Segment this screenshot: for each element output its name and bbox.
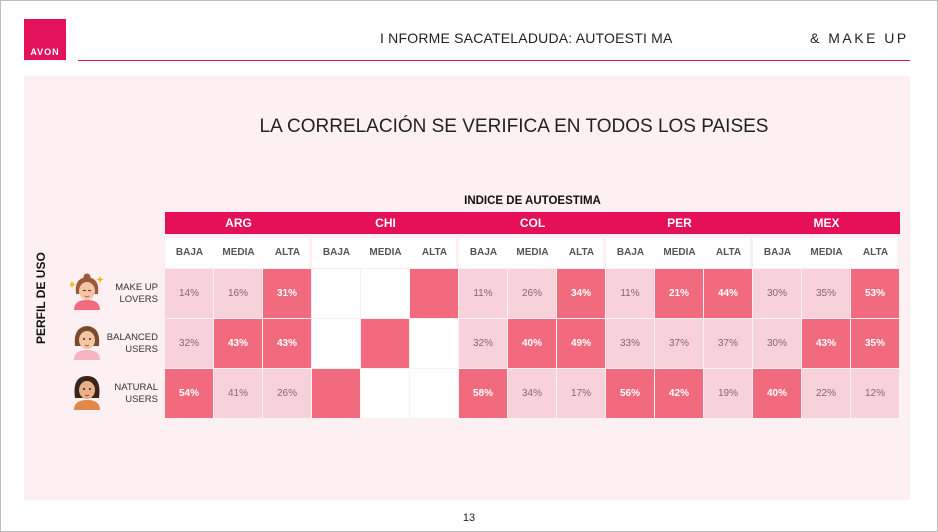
page-number: 13 [462,512,476,524]
natural-user-avatar-icon [74,376,100,410]
level-header-alta: ALTA [715,247,742,258]
level-header-baja: BAJA [322,247,351,258]
table-cell: 53% [851,269,899,318]
table-cell: 43% [263,319,311,368]
table-cell: 40% [508,319,556,368]
slide-headline: LA CORRELACIÓN SE VERIFICA EN TODOS LOS … [259,116,769,137]
table-cell: 37% [704,319,752,368]
level-header-media: MEDIA [810,247,843,258]
table-cell: 56% [606,369,654,418]
table-cell: 49% [557,319,605,368]
level-header-background [606,238,750,268]
level-header-background [753,238,897,268]
level-header-alta: ALTA [274,247,301,258]
table-cell: 34% [557,269,605,318]
table-cell [410,369,458,418]
table-cell: 26% [263,369,311,418]
table-cell: 30% [753,269,801,318]
table-cell: 44% [704,269,752,318]
table-cell: 32% [459,319,507,368]
avon-logo: AVON [24,19,66,60]
table-cell: 26% [508,269,556,318]
table-cell: 43% [214,319,262,368]
country-header-col: COL [459,212,606,234]
table-cell: 17% [557,369,605,418]
table-cell: 19% [704,369,752,418]
balanced-user-avatar-icon [74,326,100,360]
table-cell: 37% [655,319,703,368]
level-header-baja: BAJA [616,247,645,258]
table-cell: 21% [655,269,703,318]
table-cell: 35% [851,319,899,368]
profile-label-line: MAKE UP [115,282,158,293]
level-header-alta: ALTA [421,247,448,258]
level-header-alta: ALTA [862,247,889,258]
profile-label-line: LOVERS [119,294,158,305]
level-header-media: MEDIA [369,247,402,258]
table-cell [410,269,458,318]
level-header-alta: ALTA [568,247,595,258]
country-header-per: PER [606,212,753,234]
level-header-media: MEDIA [663,247,696,258]
profile-label-line: NATURAL [114,382,158,393]
table-cell: 12% [851,369,899,418]
table-cell: 54% [165,369,213,418]
table-cell: 42% [655,369,703,418]
table-cell: 58% [459,369,507,418]
table-cell: 31% [263,269,311,318]
table-cell: 34% [508,369,556,418]
table-cell: 11% [606,269,654,318]
table-cell: 30% [753,319,801,368]
level-header-baja: BAJA [763,247,792,258]
profile-label-line: BALANCED [106,332,158,343]
table-cell [361,369,409,418]
table-cell: 35% [802,269,850,318]
profile-label-line: USERS [125,344,158,355]
level-header-background [459,238,603,268]
level-header-baja: BAJA [175,247,204,258]
level-header-background [312,238,456,268]
profile-label-line: USERS [125,394,158,405]
table-cell: 16% [214,269,262,318]
table-cell: 33% [606,319,654,368]
table-cell [410,319,458,368]
table-cell: 40% [753,369,801,418]
table-cell: 43% [802,319,850,368]
header-divider [78,60,910,61]
profile-label-makeup-lovers: MAKE UP LOVERS [100,282,158,306]
table-cell [312,369,360,418]
table-cell: 32% [165,319,213,368]
profile-label-balanced-users: BALANCED USERS [100,332,158,356]
table-cell: 14% [165,269,213,318]
table-cell: 41% [214,369,262,418]
profile-label-natural-users: NATURAL USERS [100,382,158,406]
level-header-media: MEDIA [516,247,549,258]
makeup-lover-avatar-icon [70,273,104,310]
table-cell: 11% [459,269,507,318]
table-cell [361,269,409,318]
brand-tagline: & MAKE UP [810,30,909,46]
table-cell [312,319,360,368]
country-header-mex: MEX [753,212,900,234]
level-header-media: MEDIA [222,247,255,258]
index-title: INDICE DE AUTOESTIMA [464,195,601,207]
country-header-arg: ARG [165,212,312,234]
table-cell: 22% [802,369,850,418]
level-header-baja: BAJA [469,247,498,258]
country-header-chi: CHI [312,212,459,234]
y-axis-label: PERFIL DE USO [34,252,48,344]
table-cell [361,319,409,368]
report-title: I NFORME SACATELADUDA: AUTOESTI MA [380,30,673,46]
table-cell [312,269,360,318]
level-header-background [165,238,309,268]
